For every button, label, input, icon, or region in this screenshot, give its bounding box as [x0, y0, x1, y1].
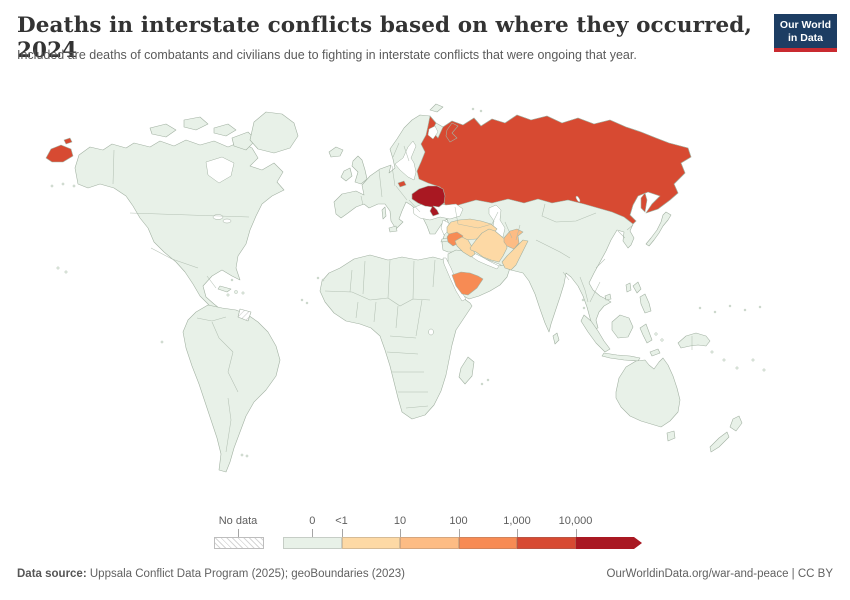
legend-tick-0	[312, 529, 314, 537]
country-iceland[interactable]	[328, 146, 344, 158]
data-source-line: Data source: Uppsala Conflict Data Progr…	[17, 568, 406, 580]
country-new-guinea[interactable]	[677, 332, 711, 349]
pacific-islands-east	[471, 107, 766, 372]
country-greenland[interactable]	[249, 111, 299, 154]
country-yemen[interactable]	[451, 271, 484, 296]
island-sulawesi	[639, 323, 653, 344]
credit-link[interactable]: OurWorldinData.org/war-and-peace | CC BY	[606, 568, 833, 580]
legend-tick-2	[400, 529, 401, 537]
country-ireland[interactable]	[340, 167, 353, 182]
no-data-swatch[interactable]	[214, 537, 264, 549]
country-south-america[interactable]	[182, 304, 281, 473]
legend-tick-label-3: 100	[449, 515, 468, 527]
map-legend: No data 0 <1 10 100 1,000 10,000	[0, 513, 850, 557]
caribbean-islands	[226, 278, 245, 297]
country-cuba[interactable]	[217, 285, 232, 293]
lake-victoria	[428, 328, 434, 336]
no-data-label: No data	[218, 515, 258, 527]
legend-tick-1	[341, 529, 343, 537]
island-tasmania	[666, 430, 676, 442]
hudson-bay	[205, 156, 235, 184]
falkland-islands	[240, 453, 249, 458]
island-sumatra	[580, 314, 611, 353]
legend-tick-3	[458, 529, 460, 537]
country-afghanistan[interactable]	[503, 228, 524, 250]
country-russia[interactable]	[45, 114, 692, 225]
legend-segment-5[interactable]	[576, 537, 643, 549]
legend-tick-label-4: 1,000	[503, 515, 531, 527]
country-iraq[interactable]	[454, 236, 476, 258]
atlantic-islands	[300, 276, 490, 386]
baltic-sea	[394, 140, 417, 181]
island-taiwan	[625, 282, 632, 293]
owid-logo-text: Our World in Data	[779, 19, 832, 44]
island-hainan	[604, 293, 612, 301]
owid-logo[interactable]: Our World in Data	[774, 14, 837, 52]
country-united-kingdom[interactable]	[351, 155, 368, 185]
no-data-tick	[238, 529, 239, 537]
country-north-america[interactable]	[74, 139, 285, 329]
country-ukraine[interactable]	[411, 185, 446, 217]
data-source-label: Data source:	[17, 568, 87, 580]
legend-tick-label-2: 10	[393, 515, 407, 527]
island-borneo	[611, 314, 634, 339]
legend-tick-5	[575, 529, 577, 537]
island-timor	[649, 348, 661, 357]
page-title: Deaths in interstate conflicts based on …	[17, 13, 753, 63]
country-new-zealand[interactable]	[709, 415, 743, 453]
persian-gulf	[471, 252, 500, 270]
country-philippines[interactable]	[632, 281, 652, 314]
legend-tick-label-5: 10,000	[558, 515, 593, 527]
great-lakes	[212, 214, 224, 220]
legend-tick-label-0: 0	[309, 515, 316, 527]
island-sardinia	[381, 206, 387, 220]
island-sicily	[388, 225, 398, 233]
pacific-islands-west	[50, 182, 164, 344]
legend-segment-4[interactable]	[517, 537, 576, 549]
great-lakes-2	[222, 218, 232, 224]
page-subtitle: Included are deaths of combatants and ci…	[17, 48, 637, 62]
lake-baikal	[575, 195, 581, 203]
svalbard[interactable]	[429, 103, 444, 113]
legend-tick-4	[517, 529, 518, 537]
country-australia[interactable]	[615, 357, 681, 428]
country-iran[interactable]	[469, 228, 508, 263]
legend-segment-2[interactable]	[400, 537, 459, 549]
country-sri-lanka	[552, 332, 560, 345]
white-sea	[427, 125, 439, 140]
legend-segment-0[interactable]	[283, 537, 342, 549]
country-africa[interactable]	[319, 254, 473, 420]
legend-segment-1[interactable]	[341, 537, 400, 549]
country-borders	[112, 142, 693, 453]
arctic-islands[interactable]	[149, 116, 257, 151]
legend-segment-3[interactable]	[458, 537, 517, 549]
island-java	[601, 352, 641, 362]
country-pakistan[interactable]	[501, 239, 529, 271]
country-japan[interactable]	[645, 211, 672, 247]
country-madagascar[interactable]	[458, 356, 475, 385]
legend-tick-label-1: <1	[335, 515, 348, 527]
owid-logo-redbar	[774, 48, 837, 52]
region-french-guiana-no-data[interactable]	[237, 308, 252, 322]
